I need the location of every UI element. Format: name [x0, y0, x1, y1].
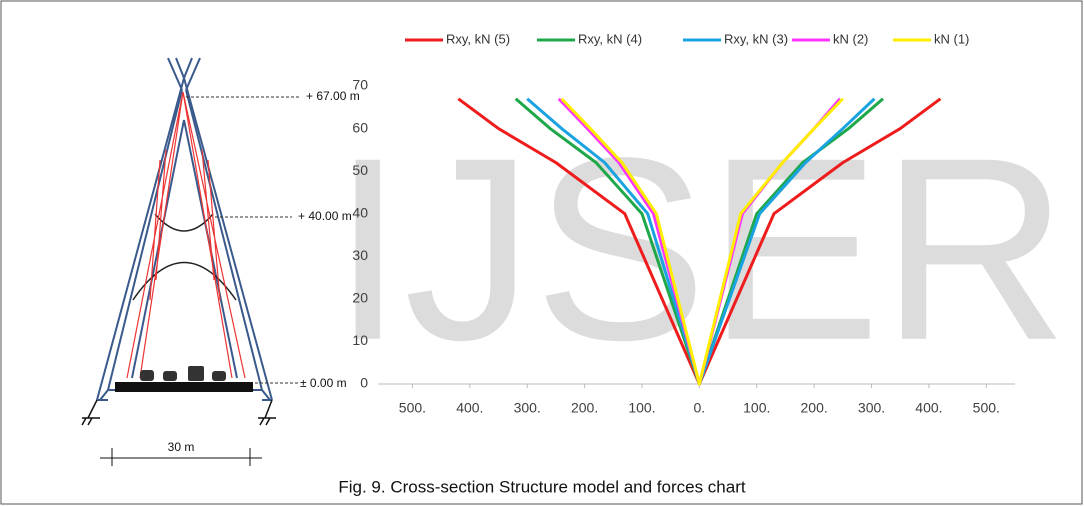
- y-tick-label: 40: [352, 204, 368, 220]
- watermark: IJSER: [332, 105, 1069, 395]
- legend-label: Rxy, kN (5): [446, 31, 510, 46]
- y-tick-label: 30: [352, 247, 368, 263]
- level-label: + 40.00 m: [298, 209, 352, 223]
- x-tick-label: 500.: [399, 400, 426, 416]
- x-tick-label: 100.: [628, 400, 655, 416]
- x-tick-label: 400.: [915, 400, 942, 416]
- y-tick-label: 50: [352, 162, 368, 178]
- y-tick-label: 70: [352, 77, 368, 93]
- caption: Fig. 9. Cross-section Structure model an…: [338, 477, 745, 496]
- legend-label: Rxy, kN (4): [578, 31, 642, 46]
- x-tick-label: 300.: [514, 400, 541, 416]
- y-tick-label: 0: [360, 375, 368, 391]
- x-tick-label: 0.: [694, 400, 706, 416]
- chart: 0 10 20 30 40 50 60 70 500. 400. 300. 200. 100. 0. 100…: [352, 31, 1015, 416]
- y-tick-label: 20: [352, 290, 368, 306]
- x-tick-label: 200.: [571, 400, 598, 416]
- x-tick-label: 100.: [743, 400, 770, 416]
- x-tick-label: 200.: [801, 400, 828, 416]
- level-label: + 67.00 m: [306, 89, 360, 103]
- span-label: 30 m: [168, 440, 195, 454]
- y-tick-label: 60: [352, 119, 368, 135]
- x-tick-label: 300.: [858, 400, 885, 416]
- series-line: [560, 97, 844, 386]
- structure-diagram: 30 m + 67.00 m + 40.00 m ± 0.00 m: [81, 57, 360, 466]
- legend-label: kN (2): [833, 31, 868, 46]
- y-tick-label: 10: [352, 332, 368, 348]
- x-tick-label: 500.: [973, 400, 1000, 416]
- legend-label: Rxy, kN (3): [724, 31, 788, 46]
- level-label: ± 0.00 m: [300, 376, 347, 390]
- x-tick-label: 400.: [456, 400, 483, 416]
- legend-label: kN (1): [934, 31, 969, 46]
